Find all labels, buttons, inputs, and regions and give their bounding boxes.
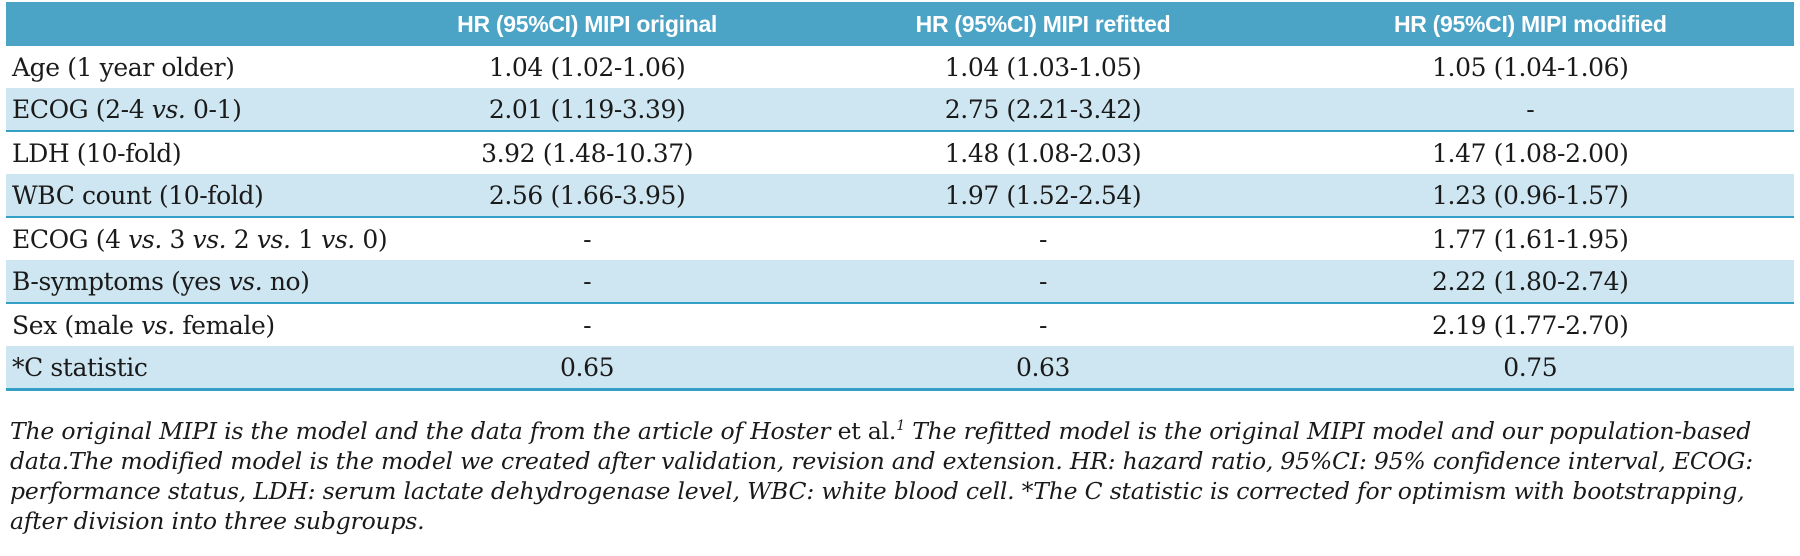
row-label: *C statistic	[6, 346, 355, 391]
value-original: 0.65	[354, 346, 820, 391]
vs-italic-text: vs.	[228, 266, 263, 296]
row-label: ECOG (4 vs. 3 vs. 2 vs. 1 vs. 0)	[12, 224, 388, 254]
table-header: HR (95%CI) MIPI original HR (95%CI) MIPI…	[6, 2, 1794, 46]
value-modified: 1.47 (1.08-2.00)	[1432, 138, 1629, 168]
vs-italic-text: vs.	[321, 224, 355, 254]
table-row: ECOG (2-4 vs. 0-1) 2.01 (1.19-3.39) 2.75 (…	[6, 88, 1794, 132]
value-modified: 0.75	[1266, 346, 1794, 391]
value-modified: 2.22 (1.80-2.74)	[1266, 260, 1794, 304]
value-original: 1.04 (1.02-1.06)	[488, 52, 686, 82]
row-label: ECOG (2-4 vs. 0-1)	[6, 88, 355, 132]
value-refitted: 0.63	[819, 346, 1267, 391]
row-label: WBC count (10-fold)	[6, 174, 355, 218]
table-row: WBC count (10-fold) 2.56 (1.66-3.95) 1.97 …	[6, 174, 1794, 218]
row-label: Age (1 year older)	[12, 52, 235, 82]
mipi-hr-table: HR (95%CI) MIPI original HR (95%CI) MIPI…	[6, 2, 1794, 391]
table-row: Age (1 year older) 1.04 (1.02-1.06) 1.04 (…	[6, 46, 1794, 88]
header-cell-mipi-modified: HR (95%CI) MIPI modified	[1266, 2, 1794, 46]
footnote-segment: et al.	[837, 416, 897, 445]
table-sheet: HR (95%CI) MIPI original HR (95%CI) MIPI…	[6, 2, 1794, 536]
table-row: B-symptoms (yes vs. no) - -2.22 (1.80-2.74…	[6, 260, 1794, 304]
footnote-segment: 1	[896, 418, 905, 434]
value-refitted: 1.97 (1.52-2.54)	[819, 174, 1267, 218]
value-refitted: 1.04 (1.03-1.05)	[944, 52, 1142, 82]
value-original: 3.92 (1.48-10.37)	[481, 138, 694, 168]
vs-italic-text: vs.	[192, 224, 227, 254]
row-label: Sex (male vs. female)	[12, 310, 275, 340]
vs-italic-text: vs.	[128, 224, 162, 254]
vs-italic-text: vs.	[141, 310, 175, 340]
value-modified: -	[1266, 88, 1794, 132]
vs-italic-text: vs.	[256, 224, 291, 254]
header-cell-mipi-refitted: HR (95%CI) MIPI refitted	[819, 2, 1267, 46]
header-row: HR (95%CI) MIPI original HR (95%CI) MIPI…	[6, 2, 1794, 46]
value-original: 2.01 (1.19-3.39)	[354, 88, 820, 132]
table-row: ECOG (4 vs. 3 vs. 2 vs. 1 vs. 0) - - 1.77 (…	[6, 217, 1794, 260]
value-modified: 2.19 (1.77-2.70)	[1432, 310, 1629, 340]
row-label: LDH (10-fold)	[12, 138, 182, 168]
vs-italic-text: vs.	[151, 94, 186, 124]
value-modified: 1.05 (1.04-1.06)	[1432, 52, 1629, 82]
value-original: -	[354, 260, 820, 304]
value-refitted: -	[819, 260, 1267, 304]
header-cell-label	[6, 2, 355, 46]
table-row: LDH (10-fold) 3.92 (1.48-10.37) 1.48 (1.08…	[6, 131, 1794, 174]
footnote-segment: The original MIPI is the model and the d…	[10, 416, 838, 445]
value-refitted: 1.48 (1.08-2.03)	[944, 138, 1142, 168]
header-cell-mipi-original: HR (95%CI) MIPI original	[354, 2, 820, 46]
value-refitted: -	[1039, 224, 1048, 254]
table-row: *C statistic 0.65 0.63 0.75	[6, 346, 1794, 391]
table-footnote: The original MIPI is the model and the d…	[6, 391, 1794, 536]
value-refitted: 2.75 (2.21-3.42)	[819, 88, 1267, 132]
value-modified: 1.23 (0.96-1.57)	[1266, 174, 1794, 218]
value-refitted: -	[1039, 310, 1048, 340]
value-original: 2.56 (1.66-3.95)	[354, 174, 820, 218]
value-modified: 1.77 (1.61-1.95)	[1432, 224, 1629, 254]
row-label: B-symptoms (yes vs. no)	[6, 260, 355, 304]
value-original: -	[583, 224, 592, 254]
table-body: Age (1 year older) 1.04 (1.02-1.06) 1.04 (…	[6, 46, 1794, 391]
table-row: Sex (male vs. female) - - 2.19 (1.77-2.70)	[6, 303, 1794, 346]
value-original: -	[583, 310, 592, 340]
footnote-segment: The refitted model is the original MIPI …	[10, 416, 1753, 535]
